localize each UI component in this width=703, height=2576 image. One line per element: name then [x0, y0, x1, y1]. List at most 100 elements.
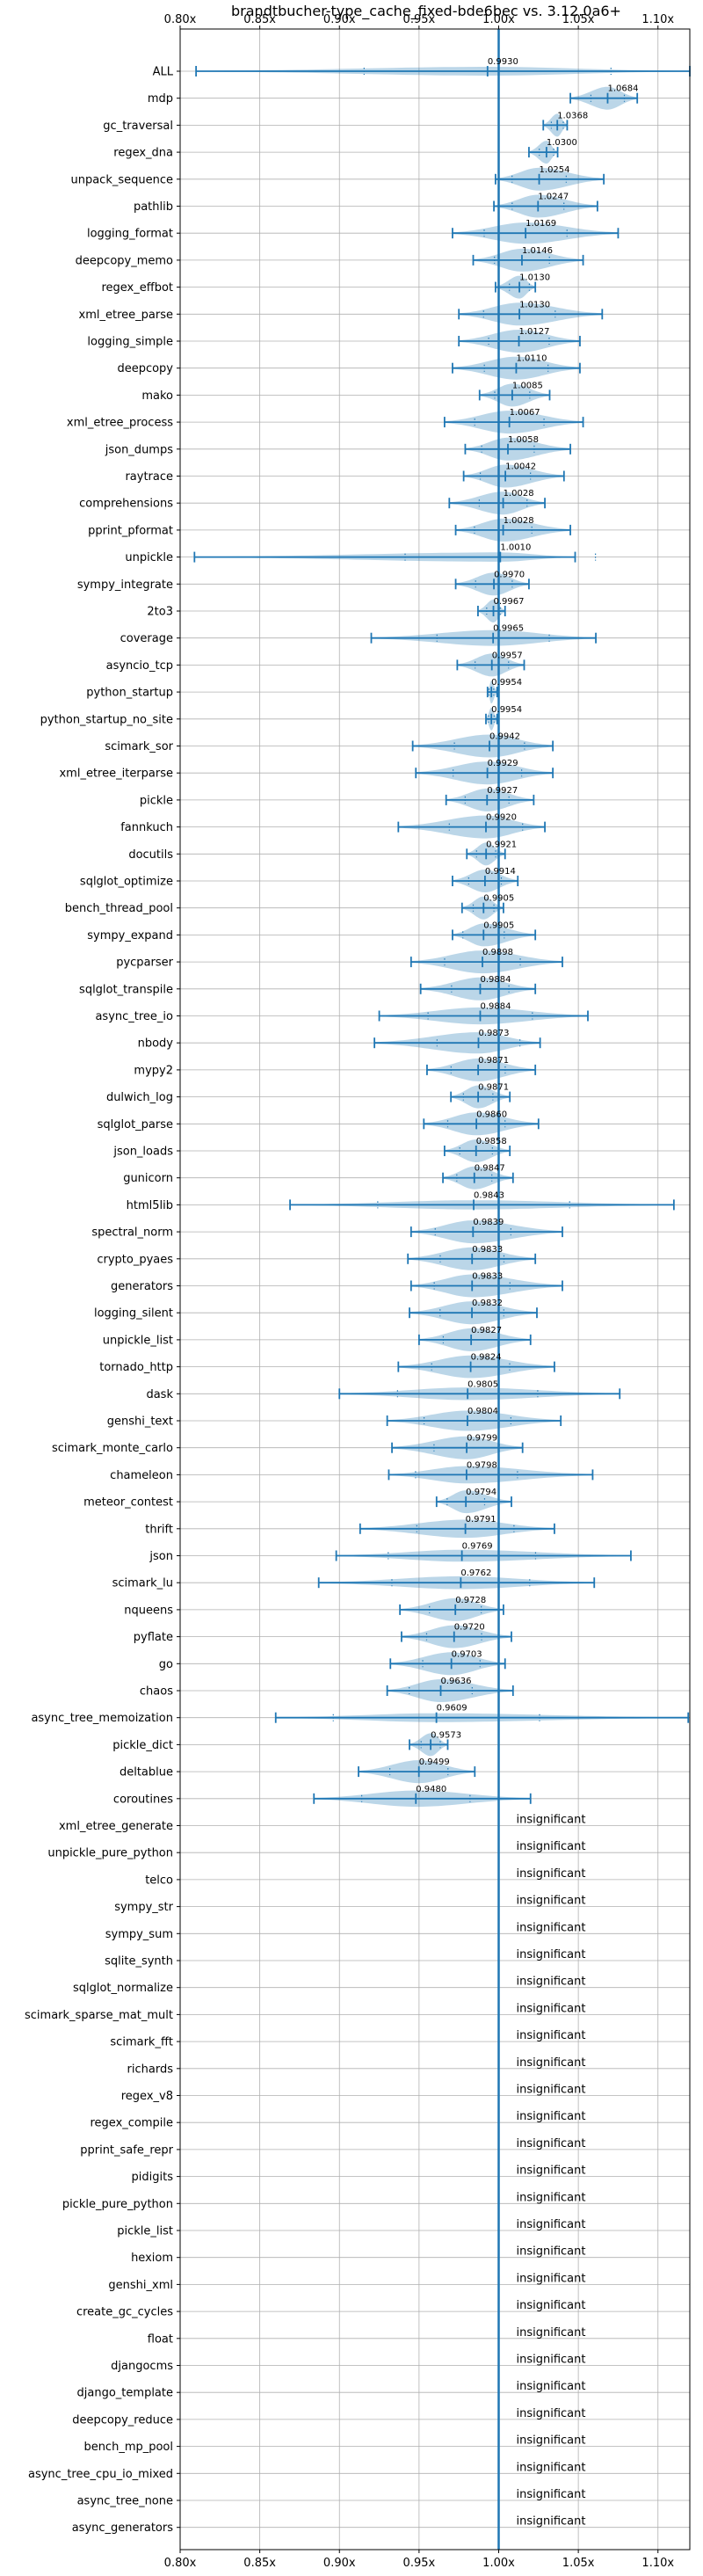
chart-title: brandtbucher-type_cache_fixed-bde6bec vs… [231, 3, 621, 20]
median-value-label: 0.9860 [476, 1110, 507, 1119]
insignificant-label: insignificant [517, 2434, 586, 2448]
median-value-label: 1.0247 [538, 193, 569, 202]
median-value-label: 1.0254 [540, 165, 570, 175]
median-value-label: 0.9957 [492, 651, 523, 660]
benchmark-label: generators [111, 1280, 173, 1293]
benchmark-label: async_generators [72, 2521, 174, 2535]
median-value-label: 0.9920 [486, 813, 517, 823]
benchmark-label: bench_mp_pool [83, 2441, 173, 2454]
median-value-label: 0.9930 [488, 57, 518, 67]
x-tick-label: 0.90x [323, 2557, 356, 2570]
benchmark-label: unpickle [125, 551, 173, 564]
insignificant-label: insignificant [517, 2488, 586, 2501]
median-value-label: 0.9914 [485, 867, 516, 877]
benchmark-label: crypto_pyaes [97, 1253, 173, 1266]
median-value-label: 0.9929 [488, 759, 518, 768]
benchmark-label: chameleon [110, 1469, 173, 1482]
median-value-label: 0.9798 [467, 1460, 497, 1470]
benchmark-label: pathlib [134, 200, 173, 214]
insignificant-label: insignificant [517, 2110, 586, 2123]
median-value-label: 1.0130 [519, 300, 550, 309]
x-tick-label: 0.80x [164, 2557, 197, 2570]
median-value-label: 1.0028 [504, 489, 534, 498]
benchmark-label: logging_format [87, 228, 173, 241]
median-value-label: 1.0085 [512, 381, 543, 390]
median-value-label: 0.9799 [467, 1434, 497, 1444]
benchmark-label: asyncio_tcp [106, 659, 173, 673]
benchmark-label: async_tree_none [77, 2495, 173, 2508]
benchmark-label: comprehensions [79, 498, 173, 511]
benchmark-label: pidigits [132, 2171, 174, 2184]
insignificant-label: insignificant [517, 1840, 586, 1853]
benchmark-label: mako [141, 389, 173, 403]
median-value-label: 0.9769 [462, 1542, 493, 1552]
insignificant-label: insignificant [517, 2272, 586, 2285]
insignificant-label: insignificant [517, 2515, 586, 2529]
benchmark-label: sqlite_synth [105, 1955, 173, 1968]
benchmark-label: telco [145, 1874, 173, 1887]
insignificant-label: insignificant [517, 2407, 586, 2420]
benchmark-label: pprint_safe_repr [80, 2143, 173, 2157]
benchmark-label: deltablue [120, 1766, 173, 1779]
benchmark-label: 2to3 [147, 606, 173, 619]
median-value-label: 0.9499 [419, 1757, 450, 1767]
benchmark-label: logging_silent [94, 1307, 173, 1321]
x-tick-label: 0.85x [243, 2557, 276, 2570]
median-value-label: 0.9833 [472, 1272, 503, 1282]
median-value-label: 0.9824 [471, 1353, 502, 1363]
benchmark-label: sympy_str [114, 1901, 173, 1914]
median-value-label: 0.9839 [473, 1218, 504, 1227]
benchmark-label: xml_etree_process [67, 417, 173, 430]
benchmark-label: unpickle_list [103, 1334, 173, 1347]
median-value-label: 0.9805 [467, 1379, 498, 1389]
insignificant-label: insignificant [517, 2354, 586, 2367]
benchmark-label: scimark_lu [112, 1577, 173, 1590]
insignificant-label: insignificant [517, 2191, 586, 2204]
insignificant-label: insignificant [517, 2056, 586, 2070]
x-tick-label: 1.10x [641, 2557, 674, 2570]
benchmark-label: async_tree_memoization [31, 1712, 173, 1725]
x-tick-label: 0.95x [403, 2557, 436, 2570]
benchmark-label: json_dumps [105, 443, 173, 456]
benchmark-label: python_startup_no_site [40, 713, 173, 726]
median-value-label: 0.9720 [454, 1623, 485, 1633]
benchmark-label: meteor_contest [83, 1496, 173, 1510]
median-value-label: 0.9871 [478, 1083, 509, 1093]
benchmark-label: mdp [148, 92, 173, 106]
benchmark-label: xml_etree_parse [79, 309, 173, 322]
benchmark-label: xml_etree_generate [59, 1820, 173, 1833]
benchmark-label: json [149, 1550, 173, 1563]
median-value-label: 0.9703 [452, 1649, 482, 1659]
benchmark-label: ALL [153, 66, 174, 79]
benchmark-label: raytrace [125, 470, 173, 484]
benchmark-label: deepcopy [117, 362, 173, 375]
benchmark-label: coverage [120, 632, 173, 645]
insignificant-label: insignificant [517, 2461, 586, 2474]
median-value-label: 1.0684 [607, 84, 638, 94]
benchmark-label: async_tree_io [95, 1010, 173, 1023]
benchmark-label: pickle [140, 794, 173, 807]
benchmark-label: nqueens [124, 1604, 173, 1617]
median-value-label: 0.9609 [437, 1704, 467, 1714]
benchmark-label: xml_etree_iterparse [59, 768, 173, 781]
insignificant-label: insignificant [517, 2299, 586, 2312]
x-tick-label: 0.80x [164, 13, 197, 26]
insignificant-label: insignificant [517, 2165, 586, 2178]
benchmark-label: thrift [145, 1523, 173, 1536]
median-value-label: 0.9794 [466, 1488, 496, 1497]
benchmark-label: float [148, 2332, 173, 2346]
benchmark-label: python_startup [86, 687, 173, 700]
benchmark-label: pickle_pure_python [62, 2198, 173, 2211]
median-value-label: 0.9954 [491, 678, 522, 688]
benchmark-label: genshi_xml [108, 2279, 173, 2292]
benchmark-label: sqlglot_optimize [80, 876, 173, 889]
benchmark-label: sympy_integrate [77, 579, 173, 592]
median-value-label: 0.9970 [494, 570, 525, 579]
benchmark-labels: ALL mdp gc_traversal regex_dna unpack_sequen… [25, 66, 180, 2535]
benchmark-label: coroutines [113, 1793, 173, 1806]
range-whiskers [193, 66, 691, 1804]
violin-plots [194, 67, 691, 1808]
benchmark-label: genshi_text [107, 1415, 173, 1429]
benchmark-label: scimark_fft [110, 2036, 173, 2049]
